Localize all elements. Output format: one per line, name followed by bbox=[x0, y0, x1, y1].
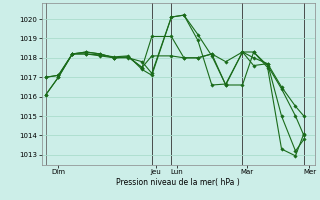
X-axis label: Pression niveau de la mer( hPa ): Pression niveau de la mer( hPa ) bbox=[116, 178, 240, 187]
